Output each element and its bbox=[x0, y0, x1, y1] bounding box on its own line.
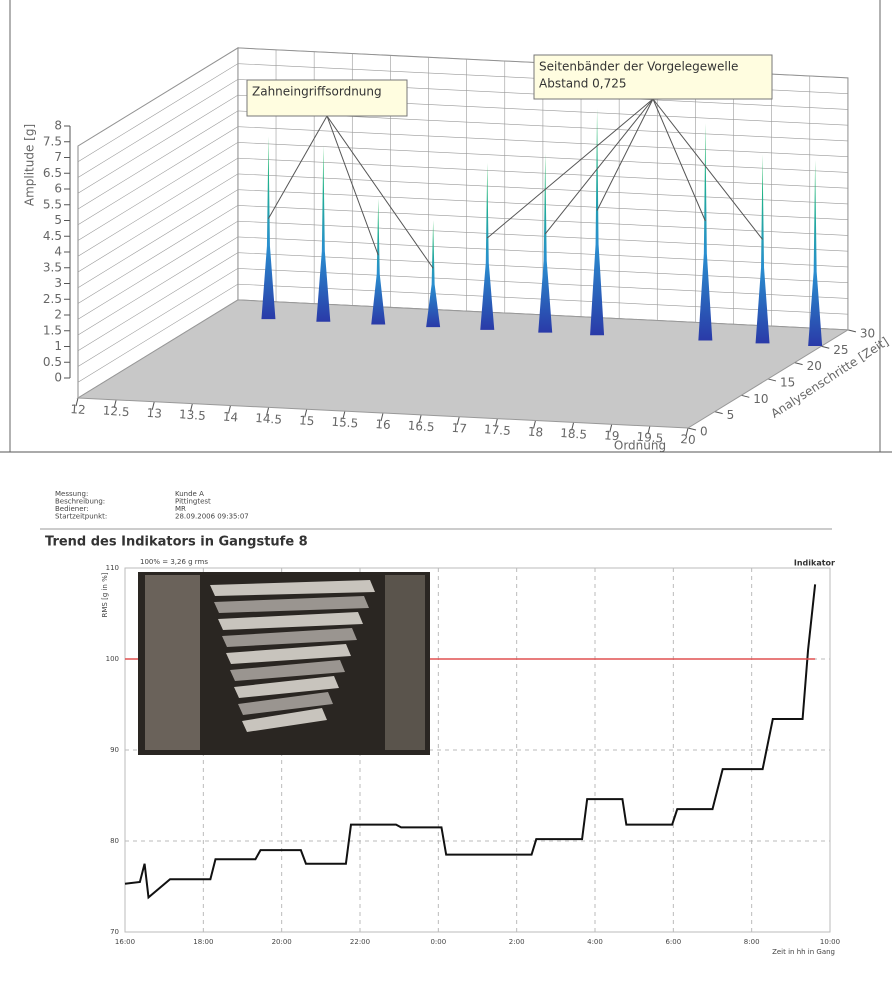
x-tick-label: 14.5 bbox=[255, 411, 283, 427]
y-tick-label: 8 bbox=[54, 119, 62, 133]
x-tick-label: 2:00 bbox=[509, 938, 525, 946]
y-tick-label: 100 bbox=[106, 655, 119, 663]
x-tick-label: 20:00 bbox=[272, 938, 292, 946]
x-axis-label: Ordnung bbox=[614, 439, 666, 453]
x-tick-label: 12 bbox=[70, 402, 86, 417]
y-tick-label: 7.5 bbox=[43, 134, 62, 148]
x-tick-label: 8:00 bbox=[744, 938, 760, 946]
z-tick-label: 0 bbox=[700, 425, 708, 439]
y-tick-label: 0.5 bbox=[43, 355, 62, 369]
x-tick-label: 10:00 bbox=[820, 938, 840, 946]
y-tick-label: 90 bbox=[110, 746, 119, 754]
x-tick-label: 18:00 bbox=[193, 938, 213, 946]
legend-label: Indikator bbox=[794, 559, 835, 568]
info-value: 28.09.2006 09:35:07 bbox=[175, 513, 249, 521]
x-tick-label: 18 bbox=[527, 424, 543, 439]
annotation-text: Zahneingriffsordnung bbox=[252, 85, 382, 99]
x-tick-label: 16 bbox=[375, 417, 391, 432]
z-tick-label: 25 bbox=[833, 343, 848, 357]
y-tick-label: 6 bbox=[54, 182, 62, 196]
page: {"chart_data": [ {"type": "waterfall3d",… bbox=[0, 0, 892, 990]
reference-note: 100% = 3,26 g rms bbox=[140, 558, 208, 566]
y-tick-label: 2.5 bbox=[43, 292, 62, 306]
x-tick-label: 15 bbox=[299, 413, 315, 428]
y-tick-label: 0 bbox=[54, 371, 62, 385]
z-tick bbox=[741, 395, 749, 397]
z-tick-label: 20 bbox=[807, 359, 822, 373]
y-axis-label: Amplitude [g] bbox=[23, 124, 37, 206]
z-tick bbox=[795, 363, 803, 365]
y-tick-label: 70 bbox=[110, 928, 119, 936]
z-tick-label: 30 bbox=[860, 326, 875, 340]
z-tick-label: 10 bbox=[753, 392, 768, 406]
annotation-text: Seitenbänder der Vorgelegewelle bbox=[539, 60, 738, 74]
x-tick-label: 13.5 bbox=[179, 407, 207, 423]
y-tick-label: 3.5 bbox=[43, 260, 62, 274]
x-tick-label: 4:00 bbox=[587, 938, 603, 946]
x-tick-label: 16:00 bbox=[115, 938, 135, 946]
y-tick-label: 5.5 bbox=[43, 197, 62, 211]
z-tick bbox=[768, 379, 776, 381]
x-tick-label: 14 bbox=[222, 409, 238, 424]
z-tick bbox=[688, 428, 696, 430]
z-tick bbox=[848, 330, 856, 332]
y-tick-label: 3 bbox=[54, 276, 62, 290]
x-tick-label: 0:00 bbox=[430, 938, 446, 946]
x-tick-label: 16.5 bbox=[407, 418, 435, 434]
info-label: Startzeitpunkt: bbox=[55, 513, 107, 521]
photo-ring bbox=[385, 575, 425, 750]
y-tick-label: 1.5 bbox=[43, 323, 62, 337]
y-tick-label: 5 bbox=[54, 213, 62, 227]
y-axis-label: RMS [g in %] bbox=[101, 572, 109, 617]
x-tick-label: 17 bbox=[451, 421, 467, 436]
z-tick-label: 15 bbox=[780, 375, 795, 389]
y-tick-label: 4 bbox=[54, 245, 62, 259]
figure: 0 0.5 1 1.52 2.5 3 3.54 4.5 5 5.56 6.5 7 7.58 12 12.5 1… bbox=[0, 0, 892, 990]
y-tick-label: 6.5 bbox=[43, 166, 62, 180]
annotation-text: Abstand 0,725 bbox=[539, 77, 627, 91]
y-tick-label: 2 bbox=[54, 308, 62, 322]
photo-gear bbox=[145, 575, 200, 750]
y-tick-label: 80 bbox=[110, 837, 119, 845]
chart-title: Trend des Indikators in Gangstufe 8 bbox=[45, 535, 308, 550]
x-tick-label: 13 bbox=[146, 406, 162, 421]
y-tick-label: 1 bbox=[54, 339, 62, 353]
x-tick-label: 18.5 bbox=[560, 426, 588, 442]
x-tick-label: 20 bbox=[680, 432, 696, 447]
y-tick-label: 110 bbox=[106, 564, 119, 572]
z-tick-label: 5 bbox=[727, 408, 735, 422]
x-tick-label: 17.5 bbox=[484, 422, 512, 438]
y-tick-label: 4.5 bbox=[43, 229, 62, 243]
z-tick bbox=[821, 346, 829, 348]
z-tick bbox=[715, 412, 723, 414]
x-axis-label: Zeit in hh in Gang bbox=[772, 948, 835, 956]
y-tick-label: 7 bbox=[54, 150, 62, 164]
x-tick-label: 12.5 bbox=[102, 403, 130, 419]
x-tick-label: 15.5 bbox=[331, 415, 359, 431]
x-tick-label: 22:00 bbox=[350, 938, 370, 946]
x-tick-label: 6:00 bbox=[665, 938, 681, 946]
